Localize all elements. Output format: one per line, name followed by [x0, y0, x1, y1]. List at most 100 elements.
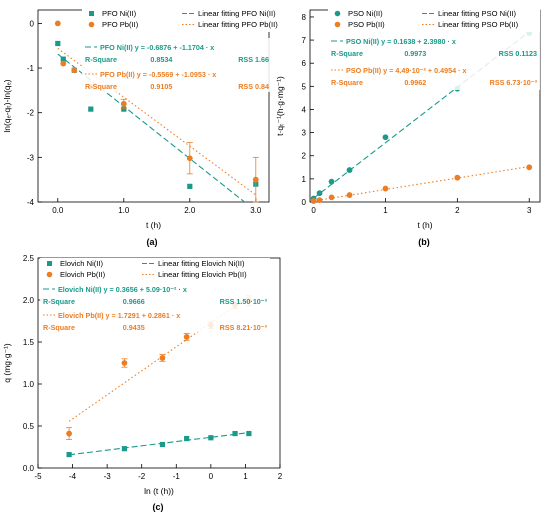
data-point: [55, 40, 61, 47]
stats-box: [40, 280, 270, 332]
fit-line: [68, 295, 250, 422]
x-tick-label: 0.0: [52, 206, 64, 215]
y-tick-label: 0.5: [23, 422, 35, 431]
legend-label: PFO Pb(II): [102, 20, 139, 29]
x-tick-label: -4: [69, 472, 77, 481]
x-tick-label: -2: [138, 472, 146, 481]
y-tick-label: 2.5: [23, 254, 35, 263]
fit-stats-table: PFO Ni(II) y = -0.6876 + -1.1704 · x R-Sq…: [82, 38, 272, 92]
y-tick-label: 0: [302, 198, 307, 207]
data-point: [121, 446, 128, 452]
data-point: [382, 134, 389, 141]
legend-label: Linear fitting Elovich Ni(II): [158, 259, 245, 268]
legend-box: [82, 8, 272, 32]
data-point: [328, 194, 335, 201]
data-point: [232, 430, 238, 437]
y-tick-label: 2.0: [23, 296, 35, 305]
data-point: [120, 100, 127, 107]
y-tick-label: 0.0: [23, 464, 35, 473]
data-point: [328, 178, 335, 185]
x-tick-label: -5: [34, 472, 42, 481]
legend-label: Linear fitting PFO Ni(II): [198, 9, 276, 18]
y-tick-label: 7: [302, 36, 307, 45]
panel-caption: (b): [418, 237, 430, 247]
r-square-value: 0.9962: [404, 78, 426, 87]
data-point: [121, 106, 127, 112]
y-tick-label: 1: [302, 175, 307, 184]
r-square-label: R-Square: [331, 78, 363, 87]
legend-marker: [334, 21, 341, 28]
r-square-value: 0.9666: [123, 297, 145, 306]
x-tick-label: -1: [173, 472, 181, 481]
data-point: [186, 155, 193, 162]
x-tick-label: 3: [527, 206, 532, 215]
data-point: [66, 430, 73, 437]
y-tick-label: -1: [27, 64, 35, 73]
data-point: [159, 441, 166, 448]
data-point: [526, 164, 533, 171]
legend-label: PSO Ni(II): [348, 9, 383, 18]
chart-panel-b: 0 1 2 3 0 1 2 3 4 5 6 7 8 t (h) t·qₜ⁻¹(h·g·mg⁻¹) PSO Ni…: [275, 8, 541, 247]
y-tick-label: -3: [27, 153, 35, 162]
data-point: [159, 355, 166, 361]
panel-caption: (a): [147, 237, 158, 247]
data-point: [208, 435, 214, 441]
x-tick-label: 2: [455, 206, 460, 215]
legend-label: Linear fitting Elovich Pb(II): [158, 270, 247, 279]
y-tick-label: 8: [302, 13, 307, 22]
r-square-value: 0.9105: [150, 82, 172, 91]
stats-box: [82, 38, 272, 92]
x-tick-label: 1: [243, 472, 248, 481]
legend: PFO Ni(II) Linear fitting PFO Ni(II) PFO P…: [82, 8, 278, 32]
data-point: [121, 360, 128, 366]
data-point: [66, 451, 72, 458]
y-axis-label: t·qₜ⁻¹(h·g·mg⁻¹): [275, 76, 285, 136]
chart-panel-a: 0.0 1.0 2.0 3.0 -4 -3 -2 -1 0 t (h) ln(qₑ-qₜ)-ln(q…: [2, 8, 278, 247]
r-square-value: 0.9435: [123, 323, 145, 332]
data-point: [60, 56, 66, 62]
data-point: [187, 183, 193, 189]
fit-equation: Elovich Ni(II) y = 0.3656 + 5.09·10⁻² · …: [58, 285, 187, 294]
data-point: [88, 106, 94, 112]
data-point: [246, 430, 252, 437]
data-point: [316, 190, 323, 197]
x-tick-label: 3.0: [250, 206, 262, 215]
rss-value: RSS 0.1123: [499, 49, 537, 58]
x-tick-label: 0: [311, 206, 316, 215]
y-tick-label: -4: [27, 198, 35, 207]
legend-label: Linear fitting PFO Pb(II): [198, 20, 278, 29]
fit-line: [57, 53, 246, 202]
y-tick-label: 5: [302, 82, 307, 91]
rss-value: RSS 8.21·10⁻³: [220, 323, 268, 332]
y-tick-label: 4: [302, 105, 307, 114]
series-pso-pb-ii-: [310, 164, 533, 204]
r-square-value: 0.8534: [150, 55, 172, 64]
data-point: [346, 167, 353, 173]
y-tick-label: 6: [302, 59, 307, 68]
y-tick-label: 1.5: [23, 338, 35, 347]
legend: Elovich Ni(II) Linear fitting Elovich Ni(…: [40, 258, 270, 282]
data-point: [60, 60, 67, 67]
x-tick-label: 1: [383, 206, 388, 215]
x-axis-label: t (h): [417, 220, 432, 230]
r-square-value: 0.9973: [404, 49, 426, 58]
rss-value: RSS 1.50·10⁻³: [220, 297, 268, 306]
legend-marker: [47, 261, 52, 266]
y-tick-label: 3: [302, 129, 307, 138]
x-tick-label: 2.0: [184, 206, 196, 215]
fit-equation: PFO Pb(II) y = -0.5569 + -1.0953 · x: [100, 70, 216, 79]
y-tick-label: 0: [30, 19, 35, 28]
legend-label: PFO Ni(II): [102, 9, 137, 18]
fit-lines: [68, 295, 250, 456]
y-tick-label: 2: [302, 152, 307, 161]
x-axis-label: t (h): [146, 220, 161, 230]
legend-marker: [46, 271, 53, 278]
fit-equation: PFO Ni(II) y = -0.6876 + -1.1704 · x: [100, 43, 214, 52]
legend-label: PSO Pb(II): [348, 20, 385, 29]
r-square-label: R-Square: [331, 49, 363, 58]
legend-label: Elovich Pb(II): [60, 270, 106, 279]
legend-box: [328, 8, 540, 32]
fit-equation: PSO Ni(II) y = 0.1638 + 2.3980 · x: [346, 37, 456, 46]
x-tick-label: -3: [104, 472, 112, 481]
